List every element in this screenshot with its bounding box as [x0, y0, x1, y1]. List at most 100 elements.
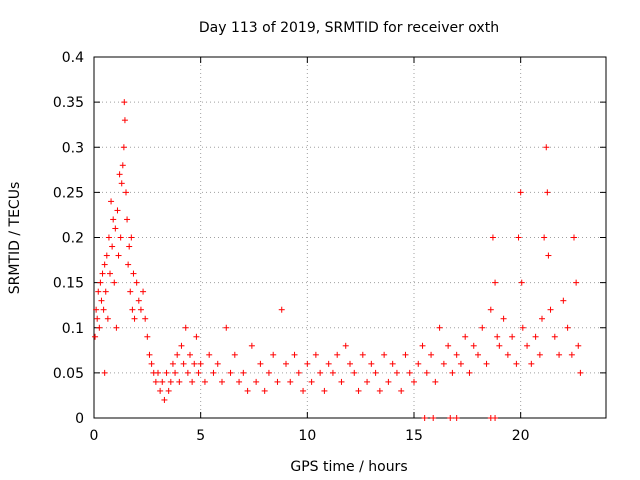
- data-point: [152, 378, 159, 385]
- data-point: [329, 369, 336, 376]
- data-point: [184, 369, 191, 376]
- x-tick-labels: 0 5 10 15 20: [90, 428, 530, 444]
- data-points: [92, 99, 584, 421]
- data-point: [334, 351, 341, 358]
- data-point: [248, 342, 255, 349]
- data-point: [100, 306, 107, 313]
- data-point: [133, 279, 140, 286]
- data-point: [568, 351, 575, 358]
- data-point: [214, 360, 221, 367]
- chart-title: Day 113 of 2019, SRMTID for receiver oxt…: [199, 20, 499, 36]
- data-point: [564, 324, 571, 331]
- data-point: [118, 180, 125, 187]
- data-point: [105, 234, 112, 241]
- data-point: [432, 378, 439, 385]
- data-point: [101, 261, 108, 268]
- data-point: [519, 324, 526, 331]
- data-point: [421, 415, 428, 421]
- data-point: [325, 360, 332, 367]
- data-point: [244, 387, 251, 394]
- data-point: [342, 342, 349, 349]
- data-point: [120, 144, 127, 151]
- data-point: [573, 279, 580, 286]
- grid-lines: [94, 57, 606, 418]
- data-point: [113, 324, 120, 331]
- data-point: [193, 333, 200, 340]
- data-point: [321, 387, 328, 394]
- data-point: [338, 378, 345, 385]
- data-point: [347, 360, 353, 367]
- data-point: [545, 252, 552, 259]
- data-point: [219, 378, 225, 385]
- data-point: [372, 369, 379, 376]
- data-point: [415, 360, 422, 367]
- y-tick-label: 0.15: [53, 276, 84, 292]
- data-point: [556, 351, 563, 358]
- data-point: [487, 306, 494, 313]
- data-point: [187, 351, 193, 358]
- data-point: [126, 243, 133, 250]
- data-point: [544, 189, 551, 196]
- data-point: [98, 297, 105, 304]
- data-point: [449, 369, 456, 376]
- y-tick-label: 0.05: [53, 366, 84, 382]
- data-point: [236, 378, 243, 385]
- data-point: [165, 387, 172, 394]
- data-point: [428, 351, 435, 358]
- data-point: [103, 252, 110, 259]
- data-point: [191, 360, 198, 367]
- data-point: [475, 351, 481, 358]
- data-point: [240, 369, 247, 376]
- data-point: [116, 171, 123, 178]
- data-point: [129, 306, 136, 313]
- data-point: [466, 369, 473, 376]
- data-point: [102, 288, 109, 295]
- data-point: [161, 396, 168, 403]
- data-point: [398, 387, 405, 394]
- y-tick-label: 0.4: [62, 50, 84, 66]
- x-tick-label: 0: [90, 428, 99, 444]
- data-point: [560, 297, 567, 304]
- x-tick-label: 15: [405, 428, 423, 444]
- data-point: [436, 324, 443, 331]
- data-point: [104, 315, 111, 322]
- data-point: [115, 252, 122, 259]
- data-point: [368, 360, 375, 367]
- data-point: [182, 324, 189, 331]
- data-point: [376, 387, 383, 394]
- data-point: [504, 351, 511, 358]
- data-point: [227, 369, 234, 376]
- data-point: [453, 415, 460, 421]
- data-point: [112, 225, 119, 232]
- data-point: [291, 351, 298, 358]
- data-point: [178, 342, 185, 349]
- data-point: [195, 369, 202, 376]
- data-point: [543, 144, 550, 151]
- data-point: [270, 351, 277, 358]
- data-point: [575, 342, 582, 349]
- data-point: [393, 369, 400, 376]
- data-point: [257, 360, 264, 367]
- data-point: [140, 288, 147, 295]
- data-point: [541, 234, 548, 241]
- data-point: [92, 333, 99, 340]
- data-point: [445, 342, 452, 349]
- data-point: [389, 360, 396, 367]
- data-point: [148, 360, 155, 367]
- data-point: [121, 99, 128, 106]
- data-point: [174, 351, 181, 358]
- data-point: [117, 234, 124, 241]
- data-point: [265, 369, 272, 376]
- x-tick-label: 10: [298, 428, 316, 444]
- data-point: [253, 378, 260, 385]
- data-point: [189, 378, 196, 385]
- y-tick-label: 0.2: [62, 231, 84, 247]
- data-point: [278, 306, 285, 313]
- y-tick-label: 0.3: [62, 140, 84, 156]
- data-point: [130, 270, 137, 277]
- data-point: [528, 360, 535, 367]
- data-point: [206, 351, 213, 358]
- data-point: [121, 117, 128, 124]
- data-point: [419, 342, 426, 349]
- data-point: [108, 198, 115, 205]
